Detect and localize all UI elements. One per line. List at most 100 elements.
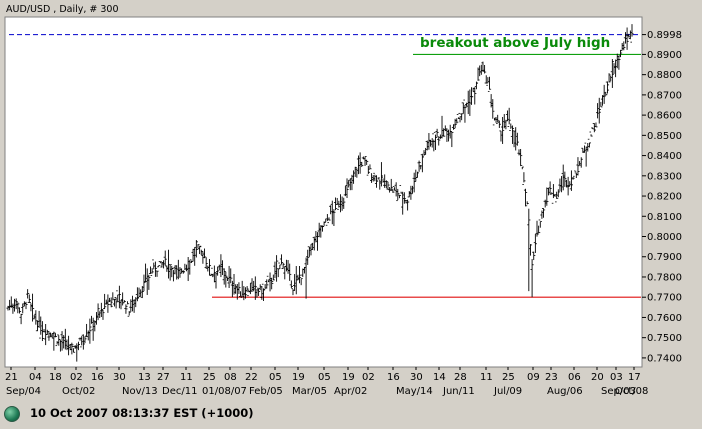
ohlc-bar bbox=[279, 254, 284, 265]
ohlc-bar bbox=[147, 274, 151, 290]
ohlc-bar bbox=[476, 67, 480, 84]
ohlc-bar bbox=[597, 97, 601, 124]
ohlc-bar bbox=[24, 301, 28, 310]
ohlc-bar bbox=[563, 171, 567, 187]
ohlc-bar bbox=[523, 188, 528, 207]
ohlc-bar bbox=[618, 49, 623, 58]
ohlc-bar bbox=[379, 162, 384, 187]
ohlc-bar bbox=[245, 286, 249, 293]
x-tick-label: 02 bbox=[362, 372, 375, 383]
ohlc-bar bbox=[396, 188, 400, 202]
ohlc-bar bbox=[535, 220, 539, 237]
x-tick-label: 17 bbox=[628, 372, 641, 383]
ohlc-bar bbox=[602, 84, 606, 104]
ohlc-bar bbox=[463, 99, 467, 123]
ohlc-bar bbox=[487, 76, 492, 92]
ohlc-bar bbox=[122, 300, 126, 304]
ohlc-bar bbox=[576, 157, 580, 176]
ohlc-bar bbox=[527, 208, 531, 292]
y-tick-label: 0.8300 bbox=[647, 171, 682, 182]
x-tick-label: 28 bbox=[454, 372, 467, 383]
ohlc-bar bbox=[460, 113, 464, 121]
x-period-label: May/14 bbox=[396, 386, 433, 397]
y-tick-label: 0.8600 bbox=[647, 111, 682, 122]
ohlc-bar bbox=[530, 259, 534, 298]
x-tick-label: 30 bbox=[113, 372, 126, 383]
ohlc-bar bbox=[610, 59, 614, 88]
x-tick-label: 02 bbox=[70, 372, 83, 383]
ohlc-bar bbox=[202, 248, 207, 259]
x-period-label: Jul/09 bbox=[493, 386, 522, 397]
ohlc-bar bbox=[473, 87, 477, 105]
x-period-label: Jun/11 bbox=[442, 386, 475, 397]
plot-area bbox=[4, 16, 643, 368]
x-period-label: 01/08/07 bbox=[202, 386, 247, 397]
ohlc-bar bbox=[265, 279, 269, 289]
ohlc-bar bbox=[525, 201, 529, 207]
ohlc-bar bbox=[158, 261, 162, 264]
ohlc-bar bbox=[451, 124, 456, 130]
y-tick-label: 0.8998 bbox=[647, 30, 682, 41]
ohlc-bar bbox=[243, 287, 248, 299]
x-tick-label: 23 bbox=[545, 372, 558, 383]
ohlc-bar bbox=[415, 171, 420, 178]
ohlc-bar bbox=[281, 262, 285, 269]
ohlc-bar bbox=[14, 298, 18, 310]
ohlc-bar bbox=[332, 209, 336, 226]
ohlc-bar bbox=[522, 172, 526, 186]
ohlc-bar bbox=[533, 233, 537, 253]
x-period-label: Aug/06 bbox=[547, 386, 583, 397]
ohlc-bar bbox=[224, 271, 228, 288]
ohlc-bar bbox=[53, 332, 58, 338]
ohlc-bar bbox=[402, 192, 406, 204]
x-period-label: Mar/05 bbox=[292, 386, 327, 397]
ohlc-bar bbox=[599, 101, 603, 110]
x-period-label: Dec/11 bbox=[162, 386, 197, 397]
ohlc-bar bbox=[412, 172, 416, 193]
ohlc-bar bbox=[170, 264, 174, 278]
x-tick-label: 20 bbox=[591, 372, 604, 383]
ohlc-bar bbox=[196, 241, 200, 249]
ohlc-bar bbox=[491, 99, 495, 119]
ohlc-bar bbox=[589, 131, 593, 137]
ohlc-bar bbox=[17, 307, 22, 314]
ohlc-bar bbox=[548, 181, 552, 195]
ohlc-bar bbox=[327, 217, 331, 224]
ohlc-bar bbox=[528, 244, 533, 256]
ohlc-bar bbox=[163, 250, 167, 266]
x-axis: 21 04 18 02 16 30 13 27 11 25 08 22 05 19 05 19 02 16 30 14… bbox=[5, 367, 648, 397]
x-tick-label: 25 bbox=[502, 372, 515, 383]
ohlc-bar bbox=[142, 274, 146, 292]
ohlc-bar bbox=[278, 262, 282, 269]
y-tick-label: 0.7500 bbox=[647, 333, 682, 344]
x-tick-label: 19 bbox=[342, 372, 355, 383]
ohlc-bar bbox=[569, 170, 574, 191]
ohlc-bar bbox=[501, 116, 505, 144]
ohlc-bar bbox=[617, 55, 621, 70]
y-tick-label: 0.8900 bbox=[647, 50, 682, 61]
x-tick-label: 18 bbox=[49, 372, 62, 383]
breakout-annotation: breakout above July high bbox=[420, 35, 610, 51]
ohlc-bar bbox=[482, 64, 487, 74]
ohlc-bar bbox=[19, 313, 23, 325]
ohlc-bar bbox=[366, 165, 370, 176]
x-tick-label: 08 bbox=[224, 372, 237, 383]
ohlc-bar bbox=[157, 265, 161, 268]
ohlc-bar bbox=[124, 304, 128, 314]
x-tick-label: 30 bbox=[410, 372, 423, 383]
ohlc-bar bbox=[125, 301, 130, 307]
ohlc-bar bbox=[368, 164, 372, 173]
ohlc-bar bbox=[532, 251, 536, 261]
x-tick-label: 19 bbox=[292, 372, 305, 383]
ohlc-bar bbox=[545, 187, 549, 206]
ohlc-bar bbox=[342, 197, 346, 209]
ohlc-bar bbox=[76, 341, 81, 351]
status-timestamp: 10 Oct 2007 08:13:37 EST (+1000) bbox=[30, 406, 254, 420]
x-tick-label: 13 bbox=[138, 372, 151, 383]
ohlc-bar bbox=[222, 268, 226, 285]
y-tick-label: 0.7700 bbox=[647, 293, 682, 304]
ohlc-bar bbox=[384, 180, 388, 189]
ohlc-bar bbox=[391, 188, 395, 193]
y-tick-label: 0.7600 bbox=[647, 313, 682, 324]
